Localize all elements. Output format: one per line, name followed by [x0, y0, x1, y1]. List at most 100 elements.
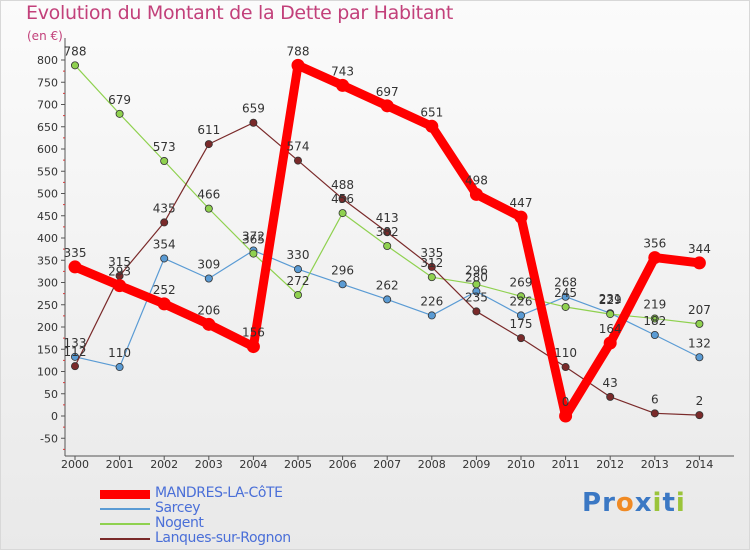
data-label: 659	[242, 102, 265, 116]
data-point	[427, 273, 436, 282]
data-label: 488	[331, 178, 354, 192]
data-label: 309	[197, 257, 220, 271]
x-tick-label: 2009	[462, 458, 490, 471]
chart-axes: 8007507006506005505004504003503002502001…	[37, 38, 734, 471]
data-point	[246, 340, 260, 354]
data-point	[517, 292, 526, 301]
data-point	[472, 280, 481, 289]
y-tick-label: 800	[37, 54, 58, 67]
data-point	[160, 157, 169, 166]
data-label: 697	[376, 85, 399, 99]
legend-item-mandres-la-c-te: MANDRES-LA-CôTE	[100, 486, 360, 501]
series-nogent	[71, 61, 704, 328]
data-point	[293, 156, 302, 165]
data-point	[113, 279, 127, 293]
data-label: 611	[197, 123, 220, 137]
data-point	[514, 210, 528, 224]
data-label: 272	[287, 274, 310, 288]
legend-swatch	[100, 508, 150, 510]
x-tick-label: 2010	[507, 458, 535, 471]
data-label: 788	[287, 44, 310, 58]
legend-label: Sarcey	[155, 500, 201, 516]
x-tick-label: 2003	[195, 458, 223, 471]
data-label: 573	[153, 140, 176, 154]
data-label: 245	[554, 286, 577, 300]
y-tick-label: 400	[37, 232, 58, 245]
legend-label: Nogent	[155, 515, 204, 531]
x-tick-label: 2011	[552, 458, 580, 471]
chart-title: Evolution du Montant de la Dette par Hab…	[26, 2, 454, 24]
data-label: 466	[197, 188, 220, 202]
data-label: 2	[696, 394, 704, 408]
legend-item-nogent: Nogent	[100, 516, 360, 531]
data-point	[204, 274, 213, 283]
data-point	[692, 256, 706, 270]
data-label: 110	[554, 346, 577, 360]
data-point	[115, 109, 124, 118]
data-label: 365	[242, 233, 265, 247]
data-label: 110	[108, 346, 131, 360]
data-label: 344	[688, 242, 711, 256]
series-sarcey	[71, 246, 704, 372]
data-label: 164	[599, 322, 622, 336]
data-point	[559, 409, 573, 423]
data-point	[606, 392, 615, 401]
data-point	[293, 290, 302, 299]
data-point	[606, 310, 615, 319]
data-label: 112	[64, 345, 87, 359]
logo-letter: t	[662, 488, 676, 518]
y-tick-label: 750	[37, 76, 58, 89]
data-point	[383, 228, 392, 237]
data-point	[68, 260, 82, 274]
data-point	[517, 311, 526, 320]
y-tick-label: 150	[37, 343, 58, 356]
legend-swatch	[100, 538, 150, 540]
legend-label: MANDRES-LA-CôTE	[155, 485, 283, 501]
data-point	[603, 336, 617, 350]
legend-label: Lanques-sur-Rognon	[155, 530, 291, 546]
data-point	[472, 307, 481, 316]
y-unit-label: (en €)	[27, 29, 63, 43]
y-tick-label: 600	[37, 143, 58, 156]
data-labels-layer: 133 110 354 309 372 330 296 262 226 280 226 268 231 1…	[64, 44, 711, 409]
y-tick-label: 200	[37, 321, 58, 334]
data-label: 330	[287, 248, 310, 262]
data-point	[157, 297, 171, 311]
data-point	[650, 409, 659, 418]
data-label: 679	[108, 93, 131, 107]
data-label: 231	[599, 292, 622, 306]
data-label: 219	[643, 298, 666, 312]
y-tick-label: 100	[37, 366, 58, 379]
data-point	[561, 363, 570, 372]
y-tick-label: 300	[37, 277, 58, 290]
data-label: 447	[510, 196, 533, 210]
data-point	[336, 78, 350, 92]
data-label: 262	[376, 278, 399, 292]
data-label: 456	[331, 192, 354, 206]
data-label: 133	[64, 336, 87, 350]
logo-letter: i	[675, 488, 686, 518]
data-label: 354	[153, 237, 176, 251]
data-label: 372	[242, 229, 265, 243]
data-label: 268	[554, 276, 577, 290]
logo-letter: P	[582, 488, 603, 518]
data-label: 156	[242, 326, 265, 340]
data-point	[71, 362, 80, 371]
y-tick-label: 0	[51, 410, 58, 423]
y-tick-label: 450	[37, 210, 58, 223]
data-label: 207	[688, 303, 711, 317]
data-label: 743	[331, 64, 354, 78]
data-point	[338, 280, 347, 289]
y-tick-label: 50	[44, 388, 58, 401]
data-point	[650, 314, 659, 323]
data-point	[650, 331, 659, 340]
data-label: 312	[420, 256, 443, 270]
x-tick-label: 2014	[685, 458, 713, 471]
x-tick-label: 2002	[150, 458, 178, 471]
logo-letter: r	[602, 488, 616, 518]
data-point	[71, 352, 80, 361]
data-label: 182	[643, 314, 666, 328]
data-point	[160, 218, 169, 227]
